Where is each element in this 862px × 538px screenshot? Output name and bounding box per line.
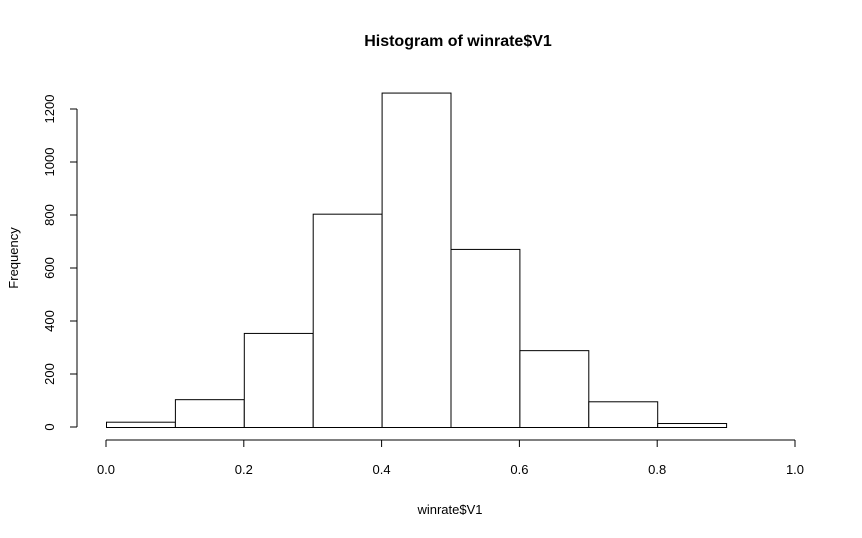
y-axis-title: Frequency: [6, 227, 21, 289]
y-tick-label: 600: [42, 257, 57, 279]
x-axis: 0.0 0.2 0.4 0.6 0.8 1.0: [97, 439, 804, 477]
histogram-bar: [381, 92, 452, 428]
histogram-bar: [174, 399, 245, 428]
x-tick-label: 0.2: [235, 462, 253, 477]
x-axis-title: winrate$V1: [416, 502, 482, 517]
histogram-bar: [657, 423, 728, 428]
histogram-bar: [588, 401, 659, 429]
x-tick-label: 0.8: [648, 462, 666, 477]
x-tick-label: 0.4: [373, 462, 391, 477]
x-tick-label: 0.0: [97, 462, 115, 477]
histogram-bar: [519, 350, 590, 428]
y-tick-label: 800: [42, 204, 57, 226]
histogram-bar: [243, 332, 314, 428]
x-tick-label: 1.0: [786, 462, 804, 477]
chart-title: Histogram of winrate$V1: [364, 33, 552, 50]
histogram-bar: [450, 248, 521, 428]
histogram-bar: [106, 421, 176, 429]
y-tick-label: 0: [42, 423, 57, 430]
x-tick-label: 0.6: [510, 462, 528, 477]
y-tick-label: 200: [42, 363, 57, 385]
y-tick-label: 1000: [42, 148, 57, 177]
y-tick-label: 1200: [42, 95, 57, 124]
histogram-bars: [106, 92, 728, 429]
histogram-bar: [312, 213, 383, 428]
y-tick-label: 400: [42, 310, 57, 332]
y-axis: 0 200 400 600 800 1000 1200: [42, 95, 78, 431]
